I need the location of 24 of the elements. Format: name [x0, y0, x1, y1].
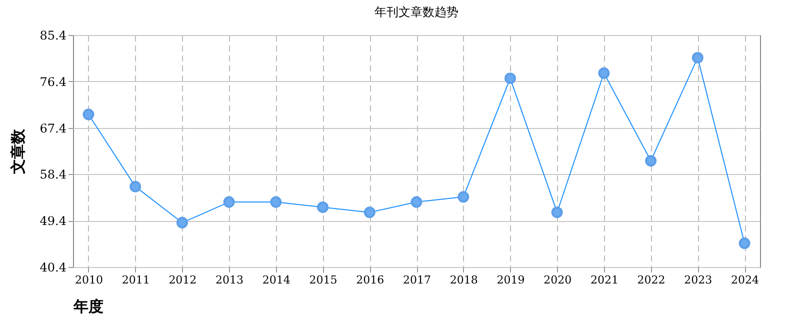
x-tick-label: 2016	[356, 274, 384, 286]
y-tick-label: 85.4	[40, 28, 67, 42]
x-tick-label: 2010	[74, 274, 103, 286]
x-tick-label: 2015	[309, 274, 338, 286]
x-tick-label: 2014	[262, 274, 290, 286]
x-tick-label: 2023	[684, 274, 712, 286]
x-tick-label: 2012	[168, 274, 197, 286]
x-tick-label: 2021	[590, 274, 618, 286]
y-tick-label: 67.4	[40, 121, 67, 136]
x-tick-label: 2018	[450, 274, 478, 286]
y-tick-label: 40.4	[40, 260, 67, 274]
y-tick-label: 58.4	[40, 168, 67, 182]
x-tick-label: 2013	[216, 274, 244, 286]
chart-title: 年刊文章数趋势	[374, 5, 458, 19]
x-tick-label: 2017	[403, 274, 431, 286]
x-tick-label: 2020	[544, 274, 572, 286]
x-tick-label: 2011	[122, 274, 150, 286]
x-axis-title: 年度	[72, 298, 104, 316]
x-tick-label: 2022	[637, 274, 666, 286]
y-axis-title: 文章数	[8, 128, 27, 175]
x-tick-label: 2024	[731, 274, 760, 286]
x-tick-label: 2019	[496, 274, 525, 286]
y-tick-label: 76.4	[40, 74, 67, 89]
y-tick-label: 49.4	[40, 214, 67, 228]
